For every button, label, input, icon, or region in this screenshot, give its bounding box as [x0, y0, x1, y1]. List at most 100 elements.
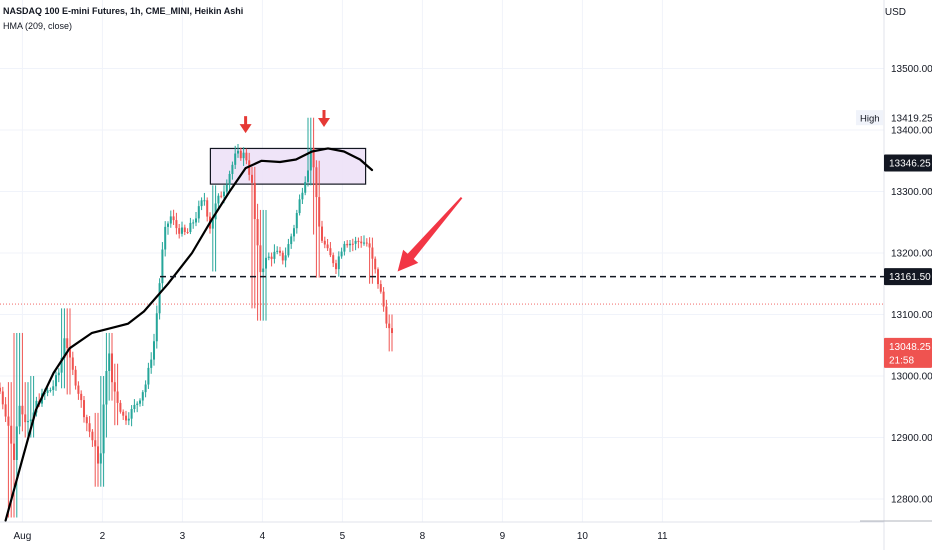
candle	[318, 197, 321, 227]
high-tag	[856, 110, 883, 126]
candle	[0, 387, 2, 392]
candle	[287, 244, 290, 256]
candle	[113, 382, 116, 392]
y-tick-label: 13000.00	[891, 372, 932, 383]
candle	[376, 269, 380, 285]
candle	[250, 174, 254, 183]
candle	[164, 226, 167, 250]
y-tick-label: 12800.00	[891, 495, 932, 506]
candle	[320, 226, 324, 241]
candle	[66, 338, 69, 349]
candle	[304, 181, 307, 193]
candle	[77, 385, 80, 394]
candle	[82, 400, 86, 418]
candle	[236, 150, 240, 154]
price-label-dashed-level: 13161.50	[889, 272, 931, 283]
resistance-zone[interactable]	[209, 147, 367, 185]
high-tag-label: High	[860, 114, 880, 125]
candle	[264, 257, 268, 269]
candle	[57, 372, 60, 376]
x-tick-label: 11	[657, 531, 668, 542]
candle	[360, 241, 363, 244]
candle	[18, 405, 21, 427]
x-tick-label: Aug	[14, 531, 32, 542]
x-tick-label: 2	[100, 531, 106, 542]
down-arrow-head-icon	[239, 124, 252, 134]
candle	[220, 195, 223, 197]
price-label-last-price: 13048.25	[889, 342, 931, 353]
candle	[388, 323, 391, 329]
candle	[278, 250, 282, 253]
candle	[194, 218, 198, 223]
candle	[306, 170, 310, 182]
candle	[150, 359, 153, 368]
candle	[371, 247, 374, 259]
candle	[152, 341, 156, 360]
candle	[24, 414, 27, 423]
candle	[116, 391, 119, 403]
x-tick-label: 8	[420, 531, 426, 542]
candle	[189, 222, 192, 233]
candle	[138, 400, 142, 404]
candle	[231, 164, 234, 174]
candle	[203, 200, 206, 202]
candle	[192, 222, 195, 224]
candle	[172, 216, 175, 221]
candle	[124, 415, 128, 421]
candle	[242, 152, 245, 159]
candle	[329, 248, 332, 256]
candle	[368, 243, 371, 248]
candle	[29, 419, 32, 422]
candle	[127, 418, 130, 421]
x-tick-label: 5	[340, 531, 346, 542]
candle	[7, 416, 10, 426]
candle	[85, 417, 88, 424]
candle	[74, 369, 77, 386]
chart-symbol-title: NASDAQ 100 E-mini Futures, 1h, CME_MINI,…	[3, 6, 244, 16]
y-tick-label: 13300.00	[891, 187, 932, 198]
candle	[96, 446, 100, 464]
candle	[4, 404, 7, 417]
candle	[200, 200, 203, 207]
candle	[211, 219, 214, 229]
candle	[91, 431, 94, 441]
candle	[270, 256, 273, 259]
candle	[15, 426, 18, 460]
candle	[68, 348, 72, 358]
candle	[94, 440, 97, 447]
candle	[102, 404, 105, 454]
candle	[309, 148, 312, 171]
candle	[21, 405, 24, 415]
x-tick-label: 4	[260, 531, 266, 542]
candle	[298, 199, 301, 214]
candle	[346, 243, 349, 246]
hma-line[interactable]	[4, 147, 374, 522]
price-label-zone-level: 13346.25	[889, 159, 931, 170]
candle	[197, 206, 200, 219]
candle	[234, 153, 237, 165]
candle	[323, 240, 326, 245]
candle	[390, 328, 394, 334]
candle	[133, 404, 136, 409]
candle	[256, 219, 259, 246]
candle	[290, 236, 293, 245]
candle	[10, 425, 13, 444]
candle	[292, 228, 296, 237]
candle	[180, 227, 184, 234]
candle	[239, 150, 242, 159]
candle	[1, 391, 4, 405]
candle	[130, 408, 133, 419]
countdown-label: 21:58	[889, 355, 914, 366]
indicator-legend: HMA (209, close)	[3, 21, 73, 31]
candle	[54, 375, 58, 387]
candle	[105, 370, 108, 405]
candle	[222, 191, 226, 197]
candle	[273, 251, 276, 259]
candle	[147, 367, 150, 385]
candle	[217, 195, 220, 204]
candle	[262, 268, 265, 273]
candle	[337, 256, 340, 270]
